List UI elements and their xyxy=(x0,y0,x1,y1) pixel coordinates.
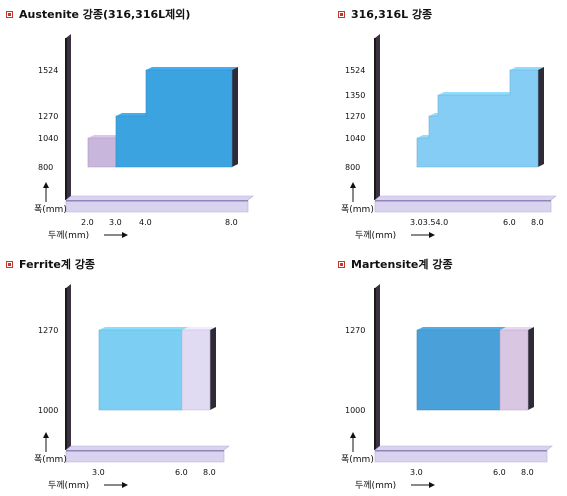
bullet-icon xyxy=(6,260,13,268)
chart-title: Martensite계 강종 xyxy=(351,258,453,271)
chart-austenite: 800 1040 1270 1524 2.0 3.0 4.0 8.0 폭(mm) 두께(mm) xyxy=(34,34,254,241)
y-axis-label: 폭(mm) xyxy=(341,204,374,215)
x-tick-8.0: 8.0 xyxy=(203,468,216,477)
y-tick-1040: 1040 xyxy=(345,134,365,143)
arrow-up-icon xyxy=(43,432,49,438)
x-tick-8.0: 8.0 xyxy=(225,218,238,227)
y-axis-wall xyxy=(66,284,71,450)
x-axis-line xyxy=(375,450,547,452)
y-axis-label: 폭(mm) xyxy=(341,454,374,465)
arrow-up-icon xyxy=(350,182,356,188)
region-0-face xyxy=(416,329,501,411)
x-axis-label: 두께(mm) xyxy=(48,230,89,241)
chart-panel-316: 800 1040 1270 1350 1524 3.03.54.0 6.0 8.0 폭(mm) 두… xyxy=(283,0,566,246)
region-1-side xyxy=(528,327,534,410)
chart-panel-austenite: 800 1040 1270 1524 2.0 3.0 4.0 8.0 폭(mm) 두께(mm) A… xyxy=(0,0,283,246)
y-tick-800: 800 xyxy=(345,163,360,172)
region-1-face xyxy=(499,329,529,411)
x-tick-cluster: 3.03.54.0 xyxy=(410,218,448,227)
x-axis-floor xyxy=(374,195,557,213)
y-tick-1040: 1040 xyxy=(38,134,58,143)
y-tick-1000: 1000 xyxy=(345,406,365,415)
x-axis-line xyxy=(66,200,248,202)
x-tick-6.0: 6.0 xyxy=(493,468,506,477)
y-tick-800: 800 xyxy=(38,163,53,172)
y-tick-1270: 1270 xyxy=(345,112,365,121)
region-1-side xyxy=(232,67,238,167)
region-0-top-0 xyxy=(88,135,122,138)
arrow-right-icon xyxy=(429,482,435,488)
region-1-face xyxy=(181,329,211,411)
x-axis-label: 두께(mm) xyxy=(355,480,396,491)
x-axis-line xyxy=(375,200,551,202)
region-1-face xyxy=(115,69,233,168)
y-tick-1000: 1000 xyxy=(38,406,58,415)
x-axis-floor xyxy=(374,445,553,463)
chart-316-316l: 800 1040 1270 1350 1524 3.03.54.0 6.0 8.0 폭(mm) 두… xyxy=(341,34,557,241)
region-1-top-0 xyxy=(500,327,534,330)
y-axis-wall xyxy=(66,34,71,200)
region-1-top-0 xyxy=(116,113,152,116)
bullet-icon xyxy=(338,10,345,18)
region-1-top-1 xyxy=(146,67,238,70)
chart-ferrite: 1000 1270 3.0 6.0 8.0 폭(mm) 두께(mm) xyxy=(34,284,230,491)
arrow-up-icon xyxy=(350,432,356,438)
y-tick-1350: 1350 xyxy=(345,91,365,100)
x-axis-label: 두께(mm) xyxy=(48,480,89,491)
x-tick-8.0: 8.0 xyxy=(531,218,544,227)
y-axis-line xyxy=(65,38,67,200)
x-axis-floor xyxy=(65,195,254,213)
x-tick-6.0: 6.0 xyxy=(503,218,516,227)
x-tick-3.0: 3.0 xyxy=(92,468,105,477)
y-axis-wall xyxy=(375,284,380,450)
arrow-up-icon xyxy=(43,182,49,188)
x-axis-line xyxy=(66,450,224,452)
y-tick-1270: 1270 xyxy=(38,112,58,121)
arrow-right-icon xyxy=(429,232,435,238)
region-1-top-0 xyxy=(182,327,216,330)
x-tick-3.0: 3.0 xyxy=(410,468,423,477)
region-0-top-0 xyxy=(99,327,188,330)
y-axis-label: 폭(mm) xyxy=(34,204,67,215)
y-tick-1270: 1270 xyxy=(38,326,58,335)
chart-martensite: 1000 1270 3.0 6.0 8.0 폭(mm) 두께(mm) xyxy=(341,284,553,491)
bullet-icon xyxy=(338,260,345,268)
y-tick-1270: 1270 xyxy=(345,326,365,335)
chart-panel-martensite: 1000 1270 3.0 6.0 8.0 폭(mm) 두께(mm) Martensite계… xyxy=(283,250,566,496)
region-0-face xyxy=(98,329,183,411)
y-axis-label: 폭(mm) xyxy=(34,454,67,465)
region-1-side xyxy=(210,327,216,410)
x-tick-4.0: 4.0 xyxy=(139,218,152,227)
y-axis-wall xyxy=(375,34,380,200)
x-tick-6.0: 6.0 xyxy=(175,468,188,477)
region-0-face xyxy=(416,69,539,168)
region-0-top-3 xyxy=(510,67,544,70)
x-axis-floor xyxy=(65,445,230,463)
y-axis-line xyxy=(374,38,376,200)
region-0-top-0 xyxy=(417,327,506,330)
chart-title: 316,316L 강종 xyxy=(351,8,433,21)
x-tick-2.0: 2.0 xyxy=(81,218,94,227)
region-0-top-2 xyxy=(438,92,516,95)
x-axis-label: 두께(mm) xyxy=(355,230,396,241)
region-0-face xyxy=(87,137,117,168)
chart-title: Ferrite계 강종 xyxy=(19,258,96,271)
y-tick-1524: 1524 xyxy=(38,66,58,75)
region-0-side xyxy=(538,67,544,167)
bullet-icon xyxy=(6,10,13,18)
y-tick-1524: 1524 xyxy=(345,66,365,75)
x-tick-8.0: 8.0 xyxy=(521,468,534,477)
chart-title: Austenite 강종(316,316L제외) xyxy=(19,8,191,21)
x-tick-3.0: 3.0 xyxy=(109,218,122,227)
arrow-right-icon xyxy=(122,482,128,488)
chart-panel-ferrite: 1000 1270 3.0 6.0 8.0 폭(mm) 두께(mm) Ferrite계 강종 xyxy=(0,250,283,496)
y-axis-line xyxy=(374,288,376,450)
y-axis-line xyxy=(65,288,67,450)
arrow-right-icon xyxy=(122,232,128,238)
